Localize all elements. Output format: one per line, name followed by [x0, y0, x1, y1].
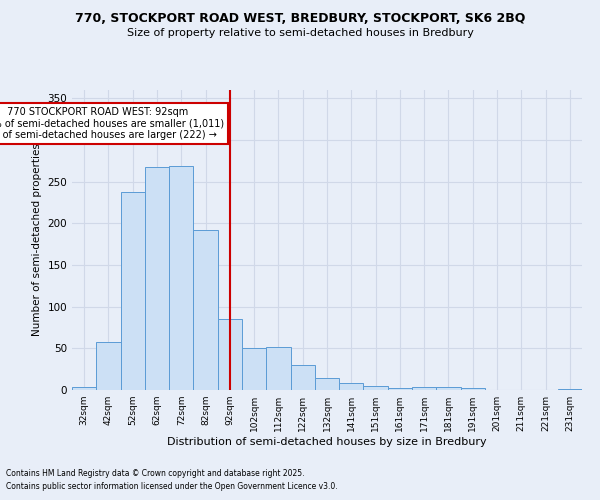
- Text: 770, STOCKPORT ROAD WEST, BREDBURY, STOCKPORT, SK6 2BQ: 770, STOCKPORT ROAD WEST, BREDBURY, STOC…: [75, 12, 525, 26]
- Bar: [388, 388, 412, 390]
- Bar: [169, 166, 193, 390]
- Bar: [145, 166, 169, 390]
- Bar: [193, 230, 218, 390]
- Bar: [364, 386, 388, 390]
- Bar: [436, 386, 461, 390]
- Bar: [96, 342, 121, 390]
- Bar: [461, 388, 485, 390]
- Bar: [558, 389, 582, 390]
- Bar: [266, 346, 290, 390]
- Y-axis label: Number of semi-detached properties: Number of semi-detached properties: [32, 144, 42, 336]
- Bar: [412, 386, 436, 390]
- Text: Contains public sector information licensed under the Open Government Licence v3: Contains public sector information licen…: [6, 482, 338, 491]
- Bar: [218, 319, 242, 390]
- Bar: [315, 378, 339, 390]
- Text: Size of property relative to semi-detached houses in Bredbury: Size of property relative to semi-detach…: [127, 28, 473, 38]
- Bar: [339, 384, 364, 390]
- Bar: [72, 386, 96, 390]
- Bar: [121, 192, 145, 390]
- Text: Contains HM Land Registry data © Crown copyright and database right 2025.: Contains HM Land Registry data © Crown c…: [6, 468, 305, 477]
- Bar: [242, 348, 266, 390]
- X-axis label: Distribution of semi-detached houses by size in Bredbury: Distribution of semi-detached houses by …: [167, 437, 487, 447]
- Bar: [290, 365, 315, 390]
- Text: 770 STOCKPORT ROAD WEST: 92sqm
← 82% of semi-detached houses are smaller (1,011): 770 STOCKPORT ROAD WEST: 92sqm ← 82% of …: [0, 106, 224, 140]
